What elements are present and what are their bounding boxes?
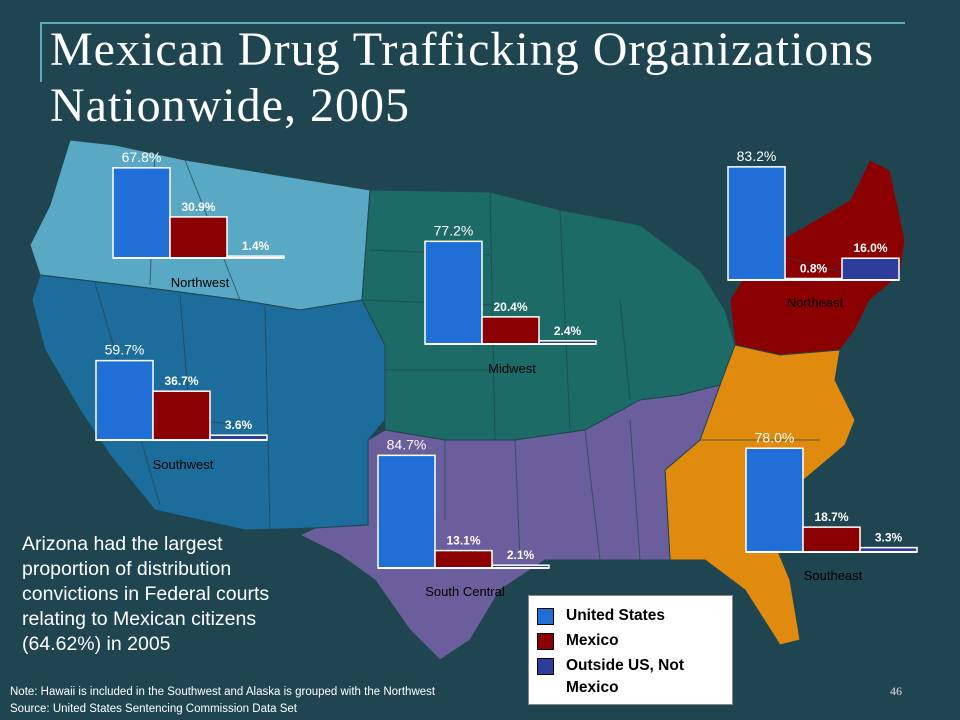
bar-southeast-1 [802, 526, 861, 553]
data-label-northwest-2: 1.4% [242, 239, 270, 253]
bar-southeast-0 [745, 447, 804, 553]
legend-item-outside: Outside US, Not Mexico [537, 655, 731, 696]
data-label-midwest-1: 20.4% [493, 300, 527, 314]
page-number: 46 [890, 684, 902, 698]
region-south-central-shape [298, 384, 721, 661]
region-label-midwest: Midwest [488, 361, 536, 376]
region-label-northwest: Northwest [171, 275, 230, 290]
bar-midwest-0 [424, 240, 483, 345]
legend-label-outside: Outside US, Not Mexico [566, 657, 684, 696]
data-label-northwest-0: 67.8% [122, 149, 162, 165]
footnote: Note: Hawaii is included in the Southwes… [10, 686, 436, 698]
bar-northwest-1 [169, 216, 228, 259]
data-label-northeast-1: 0.8% [800, 262, 828, 276]
data-label-southwest-0: 59.7% [105, 342, 145, 358]
legend-label-mexico: Mexico [566, 632, 619, 649]
legend-label-us: United States [566, 607, 666, 624]
bar-southwest-0 [95, 359, 154, 441]
data-label-southeast-1: 18.7% [814, 510, 848, 524]
data-label-northwest-1: 30.9% [181, 200, 215, 214]
region-label-southwest: Southwest [153, 457, 214, 472]
legend-item-mexico: Mexico [537, 630, 619, 652]
data-label-midwest-2: 2.4% [554, 324, 582, 338]
data-label-midwest-0: 77.2% [434, 222, 474, 238]
bar-south-central-1 [434, 549, 493, 569]
source-note: Source: United States Sentencing Commiss… [10, 703, 298, 715]
page-title: Mexican Drug Trafficking Organizations N… [50, 23, 875, 132]
legend-swatch-us [537, 607, 554, 625]
bar-midwest-1 [481, 316, 540, 345]
title-rule-left [40, 22, 42, 82]
data-label-southeast-2: 3.3% [875, 531, 903, 545]
region-label-northeast: Northeast [787, 295, 844, 310]
bar-southwest-1 [152, 390, 211, 441]
bar-northeast-0 [727, 166, 786, 281]
arizona-note: Arizona had the largest proportion of di… [22, 533, 270, 655]
title-rule-top [40, 22, 905, 24]
data-label-northeast-0: 83.2% [737, 148, 777, 164]
data-label-southwest-1: 36.7% [164, 374, 198, 388]
data-label-south-central-1: 13.1% [446, 534, 480, 548]
data-label-south-central-2: 2.1% [507, 548, 535, 562]
data-label-south-central-0: 84.7% [387, 436, 427, 452]
bar-northeast-2 [841, 257, 900, 281]
legend: United States Mexico Outside US, Not Mex… [528, 595, 733, 705]
legend-swatch-outside [537, 658, 554, 675]
legend-swatch-mexico [537, 632, 554, 650]
legend-item-us: United States [537, 605, 665, 627]
bar-northwest-0 [112, 167, 171, 259]
data-label-northeast-2: 16.0% [853, 241, 887, 255]
data-label-southeast-0: 78.0% [755, 429, 795, 445]
region-label-southeast: Southeast [804, 568, 863, 583]
region-label-south-central: South Central [425, 584, 505, 599]
data-label-southwest-2: 3.6% [225, 418, 253, 432]
bar-south-central-0 [377, 454, 436, 569]
